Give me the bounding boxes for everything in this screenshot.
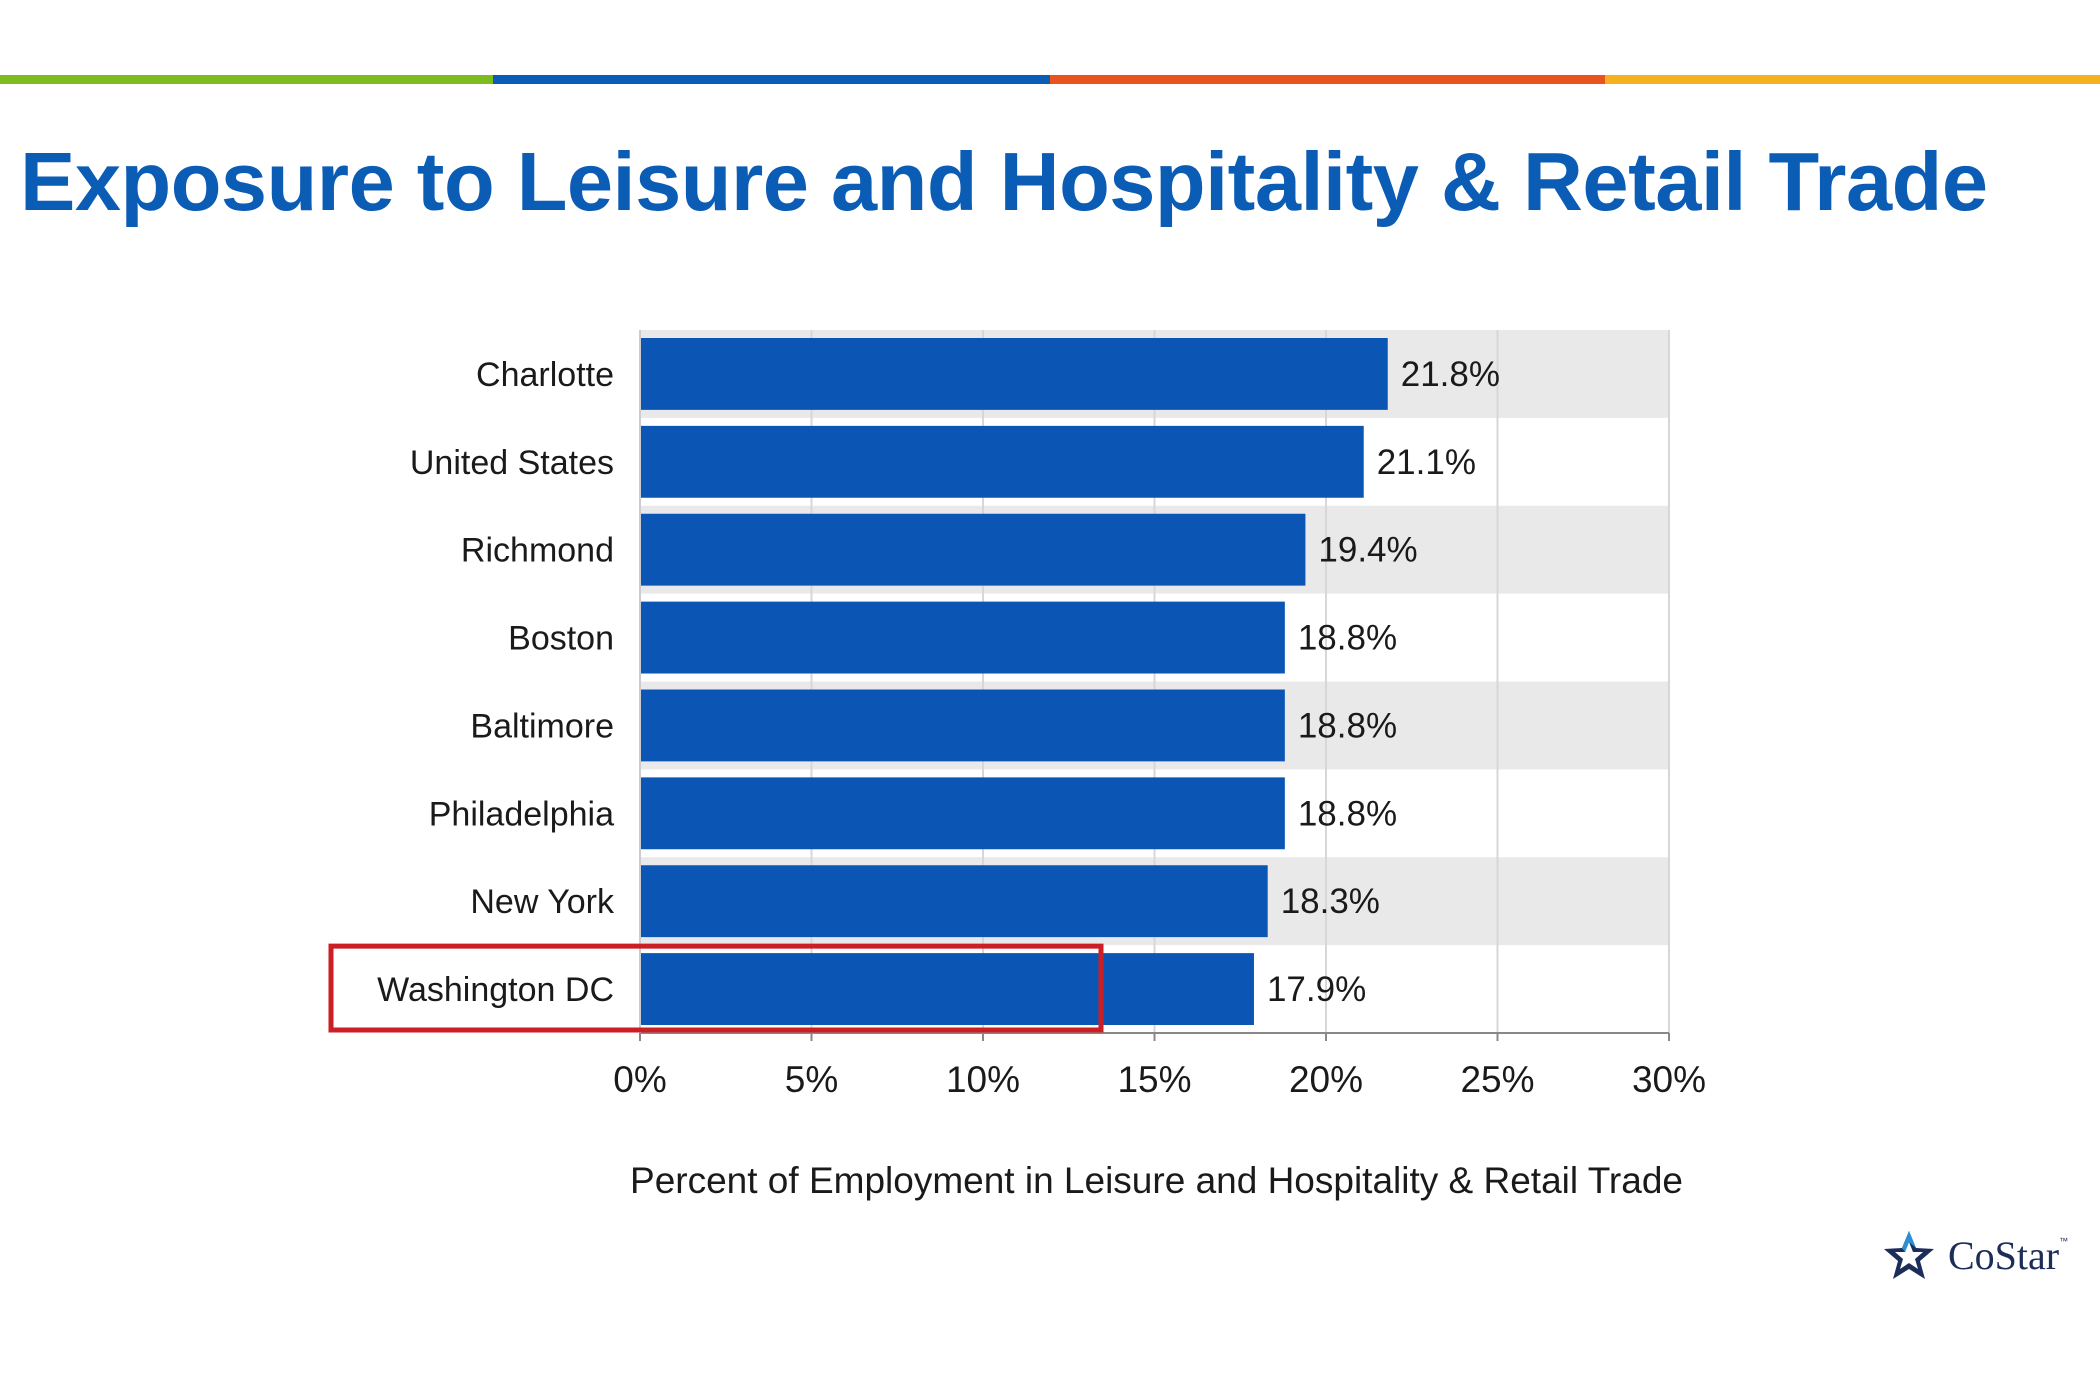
accent-segment-orange — [1050, 75, 1605, 84]
bar-value-label: 19.4% — [1318, 531, 1417, 570]
bar-value-label: 21.8% — [1401, 355, 1500, 394]
costar-wordmark: CoStar — [1948, 1232, 2060, 1278]
bar-value-label: 18.8% — [1298, 794, 1397, 833]
bar — [640, 865, 1268, 938]
bar — [640, 953, 1254, 1025]
accent-stripe — [0, 75, 2100, 84]
x-tick-label: 25% — [1460, 1059, 1534, 1100]
x-axis-title: Percent of Employment in Leisure and Hos… — [630, 1160, 1683, 1201]
bar — [640, 513, 1306, 586]
highlight-box — [328, 943, 1104, 1033]
category-label: New York — [470, 883, 615, 921]
bar-value-label: 18.8% — [1298, 706, 1397, 745]
category-label: Baltimore — [470, 707, 614, 745]
x-tick-label: 10% — [946, 1059, 1020, 1100]
bar — [640, 689, 1285, 762]
category-label: Philadelphia — [429, 795, 614, 833]
category-label: Washington DC — [377, 971, 614, 1009]
x-tick-label: 30% — [1632, 1059, 1706, 1100]
x-tick-label: 0% — [613, 1059, 666, 1100]
bar-value-label: 18.3% — [1281, 882, 1380, 921]
bar-value-label: 18.8% — [1298, 619, 1397, 658]
accent-segment-green — [0, 75, 493, 84]
x-tick-label: 5% — [785, 1059, 838, 1100]
costar-logo: CoStar ™ — [1882, 1228, 2068, 1282]
slide-title: Exposure to Leisure and Hospitality & Re… — [20, 135, 1988, 228]
bar — [640, 425, 1364, 498]
costar-star-icon — [1884, 1231, 1934, 1279]
x-tick-label: 20% — [1289, 1059, 1363, 1100]
category-label: United States — [410, 444, 614, 482]
bar-value-label: 17.9% — [1267, 970, 1366, 1009]
x-tick-label: 15% — [1117, 1059, 1191, 1100]
costar-trademark: ™ — [2059, 1236, 2069, 1246]
bar-value-label: 21.1% — [1377, 443, 1476, 482]
bar — [640, 338, 1388, 410]
accent-segment-blue — [493, 75, 1050, 84]
category-label: Boston — [508, 620, 614, 658]
accent-segment-yellow — [1605, 75, 2100, 84]
bar — [640, 601, 1285, 674]
category-label: Charlotte — [476, 356, 614, 394]
bar — [640, 777, 1285, 850]
category-label: Richmond — [461, 532, 614, 570]
